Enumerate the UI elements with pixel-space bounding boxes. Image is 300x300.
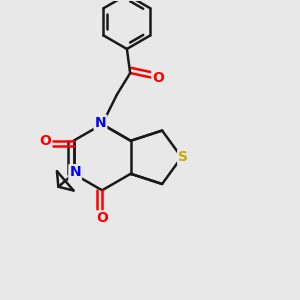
- Text: N: N: [69, 165, 81, 179]
- Text: N: N: [95, 116, 106, 130]
- Text: O: O: [40, 134, 51, 148]
- Text: O: O: [96, 212, 108, 225]
- Text: S: S: [178, 150, 188, 164]
- Text: O: O: [152, 71, 164, 85]
